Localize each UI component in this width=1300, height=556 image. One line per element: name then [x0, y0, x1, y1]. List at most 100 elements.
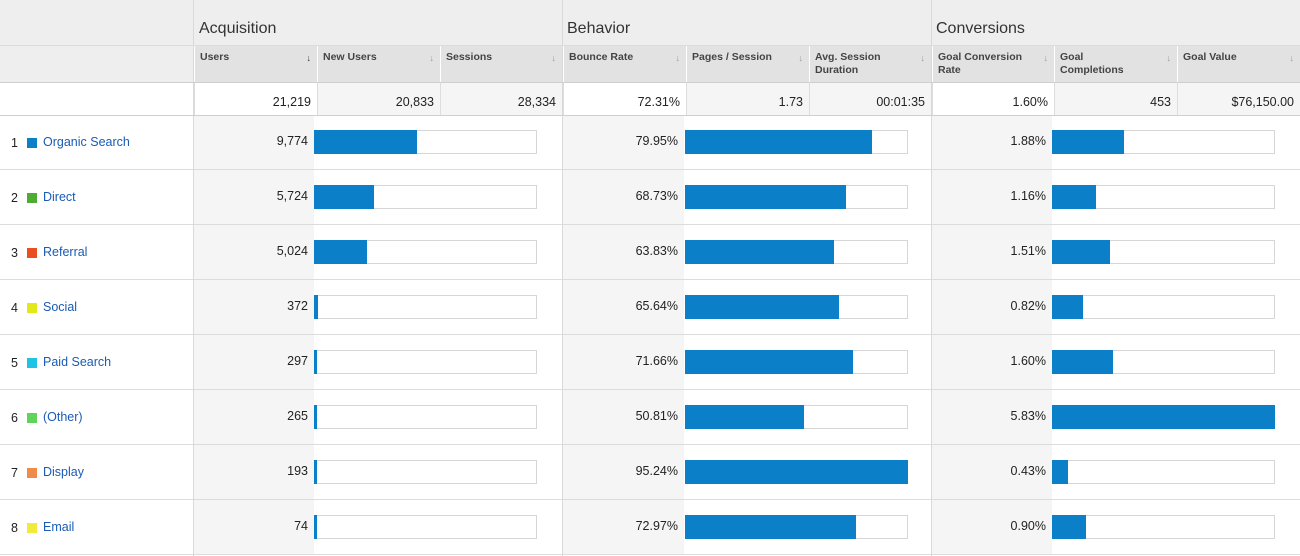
row-number: 2: [11, 191, 18, 205]
column-header-pages-session-label: Pages / Session: [692, 51, 772, 63]
column-header-users[interactable]: Users ↓: [194, 46, 317, 83]
goal-conversion-rate-bar: [1052, 185, 1096, 209]
table-row: 5 Paid Search: [0, 335, 193, 390]
channel-color-swatch: [27, 358, 37, 368]
sort-icon: ↓: [429, 53, 435, 63]
sort-icon: ↓: [1166, 53, 1172, 63]
total-pages-session: 1.73: [686, 83, 809, 115]
users-cell: 297: [194, 335, 314, 390]
channel-color-swatch: [27, 193, 37, 203]
column-header-goal-conv-label-2: Rate: [938, 64, 961, 76]
goal-conversion-rate-value: 1.51%: [1010, 244, 1046, 258]
users-bar: [314, 460, 317, 484]
users-bar-track: [314, 295, 537, 319]
sort-icon: ↓: [1289, 53, 1295, 63]
sort-icon: ↓: [1043, 53, 1049, 63]
divider: [0, 444, 1300, 445]
sort-icon: ↓: [675, 53, 681, 63]
goal-conversion-rate-bar-track: [1052, 405, 1275, 429]
bounce-rate-bar-track: [685, 295, 908, 319]
goal-conversion-rate-value: 1.16%: [1010, 189, 1046, 203]
divider: [0, 115, 1300, 116]
column-header-avg-session-duration[interactable]: Avg. Session Duration ↓: [809, 46, 931, 83]
users-value: 5,024: [276, 244, 308, 258]
users-cell: 74: [194, 500, 314, 555]
column-header-goal-conv-label-1: Goal Conversion: [938, 51, 1023, 63]
channel-color-swatch: [27, 468, 37, 478]
users-value: 5,724: [276, 189, 308, 203]
bounce-rate-value: 95.24%: [635, 464, 678, 478]
goal-conversion-rate-bar: [1052, 350, 1113, 374]
column-header-goal-comp-label-2: Completions: [1060, 64, 1124, 76]
users-bar: [314, 130, 417, 154]
group-title-acquisition: Acquisition: [199, 20, 277, 37]
divider: [193, 0, 194, 556]
goal-conversion-rate-bar: [1052, 460, 1068, 484]
channel-link[interactable]: Display: [43, 465, 84, 479]
row-number: 6: [11, 411, 18, 425]
channel-link[interactable]: Referral: [43, 245, 88, 259]
users-cell: 265: [194, 390, 314, 445]
goal-conversion-rate-cell: 1.51%: [932, 225, 1052, 280]
bounce-rate-cell: 95.24%: [563, 445, 684, 500]
column-header-bounce-rate[interactable]: Bounce Rate ↓: [563, 46, 686, 83]
channel-link[interactable]: Paid Search: [43, 355, 112, 369]
column-header-sessions-label: Sessions: [446, 51, 493, 63]
group-title-behavior: Behavior: [567, 20, 631, 37]
bounce-rate-bar: [685, 130, 872, 154]
divider: [0, 389, 1300, 390]
bounce-rate-bar: [685, 240, 834, 264]
divider: [0, 499, 1300, 500]
channel-link[interactable]: Social: [43, 300, 78, 314]
channel-color-swatch: [27, 303, 37, 313]
table-row: 3 Referral: [0, 225, 193, 280]
goal-conversion-rate-bar: [1052, 240, 1110, 264]
channel-link[interactable]: Email: [43, 520, 75, 534]
goal-conversion-rate-value: 0.43%: [1010, 464, 1046, 478]
goal-conversion-rate-bar-track: [1052, 240, 1275, 264]
bounce-rate-bar-track: [685, 405, 908, 429]
sort-icon: ↓: [551, 53, 557, 63]
channel-link[interactable]: Organic Search: [43, 135, 130, 149]
divider: [562, 0, 563, 556]
channel-link[interactable]: Direct: [43, 190, 76, 204]
goal-conversion-rate-cell: 0.43%: [932, 445, 1052, 500]
column-header-pages-session[interactable]: Pages / Session ↓: [686, 46, 809, 83]
goal-conversion-rate-bar: [1052, 295, 1083, 319]
bounce-rate-value: 79.95%: [635, 134, 678, 148]
users-cell: 372: [194, 280, 314, 335]
divider: [0, 82, 1300, 83]
users-bar-track: [314, 350, 537, 374]
bounce-rate-bar: [685, 185, 846, 209]
total-goal-completions: 453: [1054, 83, 1177, 115]
bounce-rate-value: 72.97%: [635, 519, 678, 533]
divider: [931, 0, 932, 556]
column-header-avg-session-label-1: Avg. Session: [815, 51, 881, 63]
goal-conversion-rate-bar-track: [1052, 185, 1275, 209]
channel-link[interactable]: (Other): [43, 410, 83, 424]
goal-conversion-rate-cell: 0.82%: [932, 280, 1052, 335]
column-header-sessions[interactable]: Sessions ↓: [440, 46, 562, 83]
column-header-new-users[interactable]: New Users ↓: [317, 46, 440, 83]
users-value: 297: [287, 354, 308, 368]
bounce-rate-bar-track: [685, 460, 908, 484]
column-header-bounce-rate-label: Bounce Rate: [569, 51, 634, 63]
row-number: 4: [11, 301, 18, 315]
goal-conversion-rate-bar-track: [1052, 295, 1275, 319]
users-bar: [314, 515, 317, 539]
column-header-goal-completions[interactable]: Goal Completions ↓: [1054, 46, 1177, 83]
users-bar-track: [314, 185, 537, 209]
column-header-goal-conversion-rate[interactable]: Goal Conversion Rate ↓: [932, 46, 1054, 83]
bounce-rate-value: 65.64%: [635, 299, 678, 313]
total-goal-conversion-rate: 1.60%: [932, 83, 1054, 115]
goal-conversion-rate-bar-track: [1052, 460, 1275, 484]
bounce-rate-value: 68.73%: [635, 189, 678, 203]
users-cell: 9,774: [194, 115, 314, 170]
bounce-rate-value: 71.66%: [635, 354, 678, 368]
goal-conversion-rate-cell: 0.90%: [932, 500, 1052, 555]
goal-conversion-rate-value: 1.60%: [1010, 354, 1046, 368]
column-header-goal-value[interactable]: Goal Value ↓: [1177, 46, 1300, 83]
users-bar: [314, 350, 317, 374]
users-value: 193: [287, 464, 308, 478]
divider: [0, 169, 1300, 170]
